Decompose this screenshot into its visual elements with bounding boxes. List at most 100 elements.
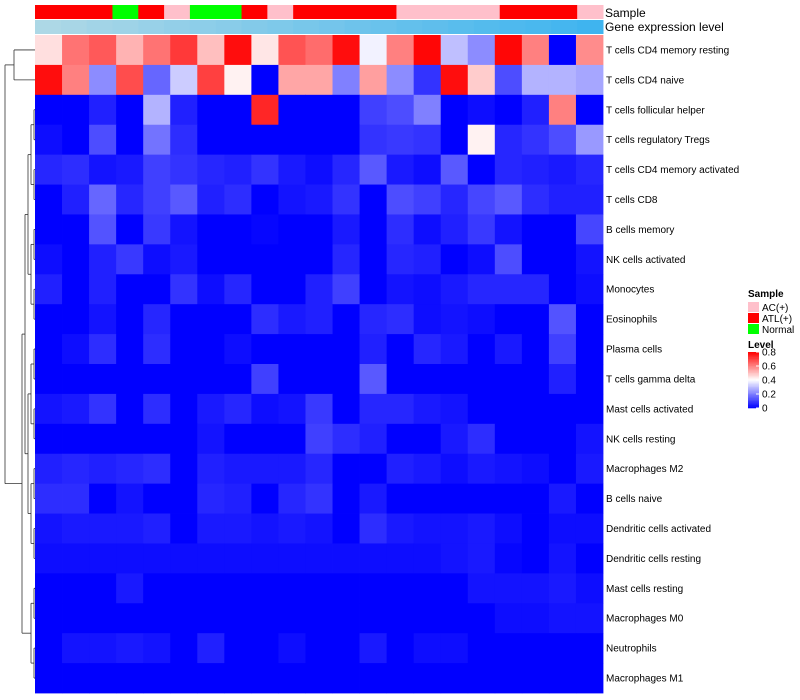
level-legend-gradient-step	[748, 353, 759, 356]
level-legend-tick-label: 0.8	[762, 348, 776, 359]
heatmap-cell	[224, 334, 252, 365]
heatmap-cell	[197, 274, 225, 305]
gene-annotation-cell	[396, 20, 423, 34]
heatmap-cell	[521, 393, 550, 425]
gene-annotation-cell	[35, 20, 62, 34]
heatmap-cells	[35, 35, 604, 694]
heatmap-cell	[413, 393, 442, 425]
heatmap-cell	[440, 304, 469, 335]
level-legend-gradient-step	[748, 406, 759, 409]
heatmap-cell	[359, 94, 388, 126]
heatmap-cell	[413, 244, 442, 275]
heatmap-cell	[197, 603, 225, 634]
heatmap-cell	[35, 364, 63, 395]
heatmap-cell	[575, 513, 604, 544]
heatmap-cell	[359, 35, 388, 66]
level-legend-gradient-step	[748, 391, 759, 393]
heatmap-cell	[413, 64, 442, 96]
heatmap-cell	[386, 603, 415, 634]
heatmap-cell	[440, 94, 469, 126]
heatmap-cell	[548, 334, 577, 365]
heatmap-cell	[224, 214, 252, 245]
heatmap-cell	[386, 423, 415, 455]
heatmap-cell	[386, 274, 415, 305]
heatmap-cell	[305, 393, 333, 425]
heatmap-cell	[548, 633, 577, 664]
heatmap-cell	[521, 633, 550, 664]
heatmap-cell	[332, 214, 360, 245]
heatmap-cell	[440, 35, 469, 66]
level-legend-gradient-step	[748, 357, 759, 360]
heatmap-cell	[251, 64, 279, 96]
heatmap-cell	[62, 453, 90, 485]
sample-annotation-cell	[241, 5, 268, 19]
heatmap-cell	[62, 663, 90, 694]
heatmap-cell	[224, 274, 252, 305]
heatmap-cell	[521, 274, 550, 305]
heatmap-cell	[305, 304, 333, 335]
heatmap-cell	[224, 633, 252, 664]
heatmap-cell	[413, 633, 442, 664]
heatmap-cell	[575, 453, 604, 485]
heatmap-cell	[386, 483, 415, 514]
heatmap-cell	[35, 393, 63, 425]
heatmap-cell	[251, 304, 279, 335]
heatmap-cell	[359, 633, 388, 664]
heatmap-cell	[35, 334, 63, 365]
heatmap-cell	[143, 94, 171, 126]
heatmap-cell	[62, 543, 90, 574]
heatmap-cell	[116, 64, 144, 96]
heatmap-cell	[251, 184, 279, 215]
heatmap-cell	[359, 184, 388, 215]
heatmap-cell	[116, 94, 144, 126]
row-label: Macrophages M0	[606, 614, 684, 625]
heatmap-cell	[548, 214, 577, 245]
row-label: T cells CD4 memory activated	[606, 165, 739, 176]
level-legend-gradient-step	[748, 387, 759, 389]
heatmap-cell	[440, 214, 469, 245]
heatmap-cell	[440, 64, 469, 96]
heatmap-cell	[548, 244, 577, 275]
heatmap-cell	[197, 184, 225, 215]
row-label: B cells memory	[606, 225, 674, 236]
heatmap-cell	[62, 304, 90, 335]
heatmap-cell	[359, 124, 388, 156]
heatmap-cell	[575, 184, 604, 215]
heatmap-cell	[548, 184, 577, 215]
heatmap-cell	[521, 334, 550, 365]
gene-expression-annotation-bar	[35, 20, 604, 34]
gene-annotation-cell	[577, 20, 604, 34]
gene-annotation-cell	[525, 20, 552, 34]
row-label: NK cells activated	[606, 255, 685, 266]
heatmap-cell	[62, 334, 90, 365]
gene-annotation-cell	[215, 20, 243, 34]
heatmap-cell	[35, 154, 63, 185]
heatmap-cell	[278, 483, 306, 514]
heatmap-cell	[224, 423, 252, 455]
heatmap-cell	[413, 184, 442, 215]
heatmap-cell	[197, 154, 225, 185]
heatmap-cell	[197, 304, 225, 335]
heatmap-cell	[413, 214, 442, 245]
heatmap-cell	[521, 513, 550, 544]
heatmap-cell	[89, 184, 117, 215]
row-label: T cells CD4 naive	[606, 75, 685, 86]
heatmap-cell	[170, 154, 198, 185]
heatmap-cell	[548, 573, 577, 604]
sample-annotation-cell	[370, 5, 397, 19]
heatmap-cell	[332, 423, 360, 455]
heatmap-cell	[170, 64, 198, 96]
heatmap-cell	[251, 393, 279, 425]
gene-annotation-cell	[319, 20, 346, 34]
level-legend-gradient-step	[748, 375, 759, 378]
heatmap-cell	[548, 603, 577, 634]
heatmap-cell	[116, 364, 144, 395]
heatmap-cell	[575, 124, 604, 156]
heatmap-cell	[305, 244, 333, 275]
heatmap-cell	[116, 573, 144, 604]
heatmap-cell	[89, 244, 117, 275]
level-legend-tick-label: 0	[762, 404, 768, 415]
heatmap-cell	[197, 35, 225, 66]
heatmap-cell	[197, 423, 225, 455]
